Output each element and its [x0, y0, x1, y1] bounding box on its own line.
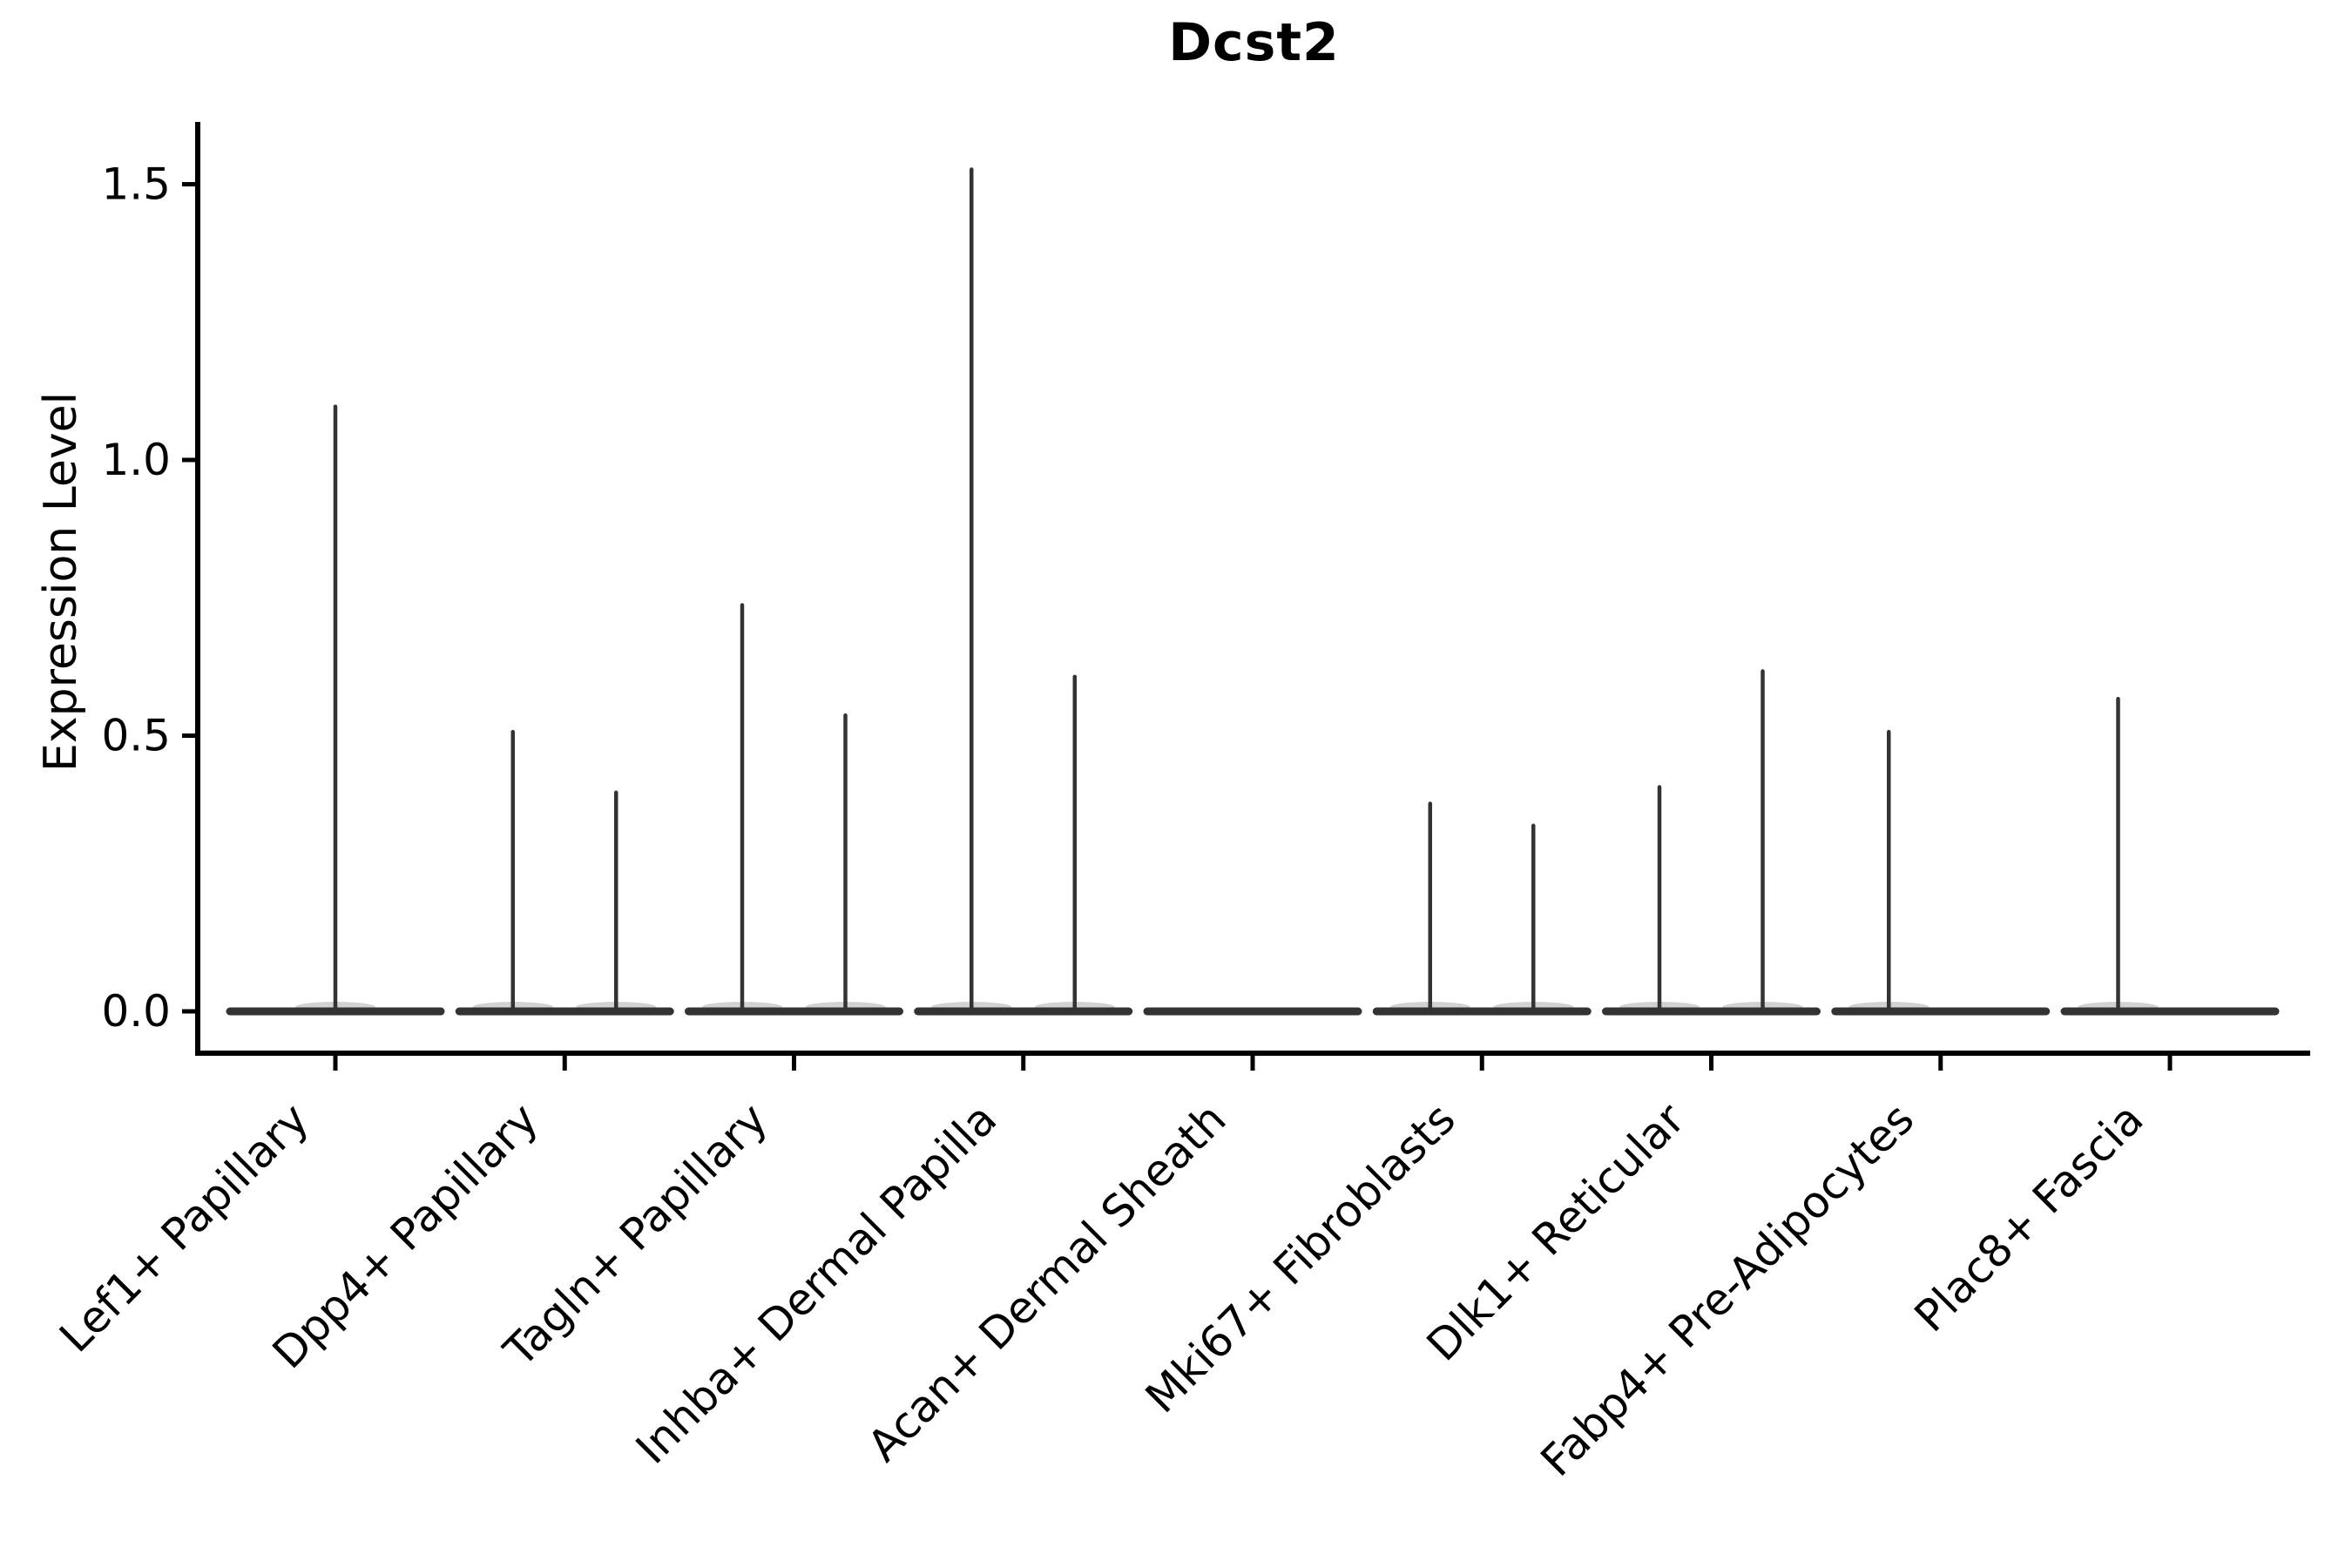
y-tick-label: 0.0 [101, 986, 171, 1037]
x-tick-label: Lef1+ Papillary [50, 1093, 318, 1362]
plot-title: Dcst2 [1168, 12, 1340, 73]
y-tick-label: 1.5 [101, 159, 171, 210]
y-tick-label: 1.0 [101, 435, 171, 485]
x-tick-label: Plac8+ Fascia [1905, 1093, 2153, 1342]
y-tick-label: 0.5 [101, 711, 171, 761]
x-tick-label: Fabp4+ Pre-Adipocytes [1531, 1093, 1924, 1486]
